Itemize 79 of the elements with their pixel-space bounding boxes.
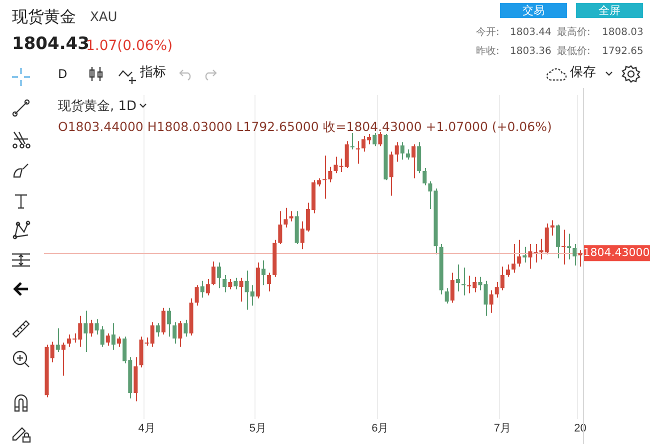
text: 1804.43000 [583,246,650,259]
candlestick [334,156,338,174]
text: 1803.44 [510,27,552,38]
text: 1803.36 [510,46,552,57]
text: 1792.65 [602,46,644,57]
candlestick [222,274,227,293]
candlestick [572,243,577,266]
candlestick [106,332,110,346]
candlestick [117,336,122,348]
candlestick [84,310,88,352]
candlestick [200,280,204,298]
candlestick [172,322,177,344]
candlestick [217,262,222,289]
candlestick [350,132,354,150]
candlestick [400,142,404,160]
candlestick [289,210,294,222]
x-tick-label: 4月 [138,422,156,434]
candlestick [61,342,66,376]
candlestick [567,233,572,260]
x-tick-label: 5月 [249,422,266,434]
candlestick [156,322,160,338]
candlestick [462,267,466,296]
candlestick [167,307,172,338]
candlestick [489,290,494,314]
candlestick [444,288,449,304]
candlestick [506,264,510,278]
text: 最低价: [557,46,590,57]
x-tick-label: 6月 [372,422,389,434]
text: 今开: [476,27,500,38]
candlestick [406,148,410,160]
candlestick [89,319,94,338]
candlestick [422,168,427,186]
text: 昨收: [476,46,500,57]
candlestick [178,320,182,348]
text: 最高价: [557,27,590,38]
candlestick [194,284,199,306]
candlestick [239,277,244,302]
candlestick [550,220,554,236]
candlestick [234,277,238,290]
candlestick [456,264,460,292]
candlestick [378,131,382,147]
candlestick [556,224,560,259]
candlestick [111,322,116,350]
candlestick [261,260,266,286]
candlestick [278,210,282,244]
text: 指标 [140,65,166,80]
candlestick [206,278,210,296]
button[interactable]: 全屏 [576,3,643,18]
candlestick [522,246,527,264]
candlestick [356,140,360,164]
candlestick [528,243,532,270]
candlestick [578,250,582,268]
text: 1808.03 [602,27,644,38]
candlestick [394,142,399,162]
text: 现货黄金, 1D [58,99,137,114]
candlestick [161,307,166,335]
candlestick [517,239,522,268]
button[interactable]: 交易 [500,3,567,18]
candlestick [267,272,272,292]
candlestick [450,272,454,304]
candlestick [562,229,566,265]
candlestick [484,280,488,316]
chart-title: 现货黄金 [12,7,76,26]
annotation: O1803.44000 H1808.03000 L1792.65000 收=1804.43000 +1.07000 (+0.06%) [58,119,552,134]
candlestick [56,328,60,352]
candlestick [211,260,216,286]
text: D [58,67,68,81]
candlestick [284,207,288,228]
candlestick [228,278,232,290]
text: 保存 [570,65,596,80]
candlestick [389,151,394,196]
candlestick [184,319,188,338]
candlestick [412,144,416,179]
candlestick [512,243,516,274]
chart-subtitle: XAU [90,10,118,25]
candlestick [478,276,482,291]
candlestick [372,132,377,147]
x-tick-label: 7月 [494,422,511,434]
x-tick-label: 20 [574,422,586,434]
